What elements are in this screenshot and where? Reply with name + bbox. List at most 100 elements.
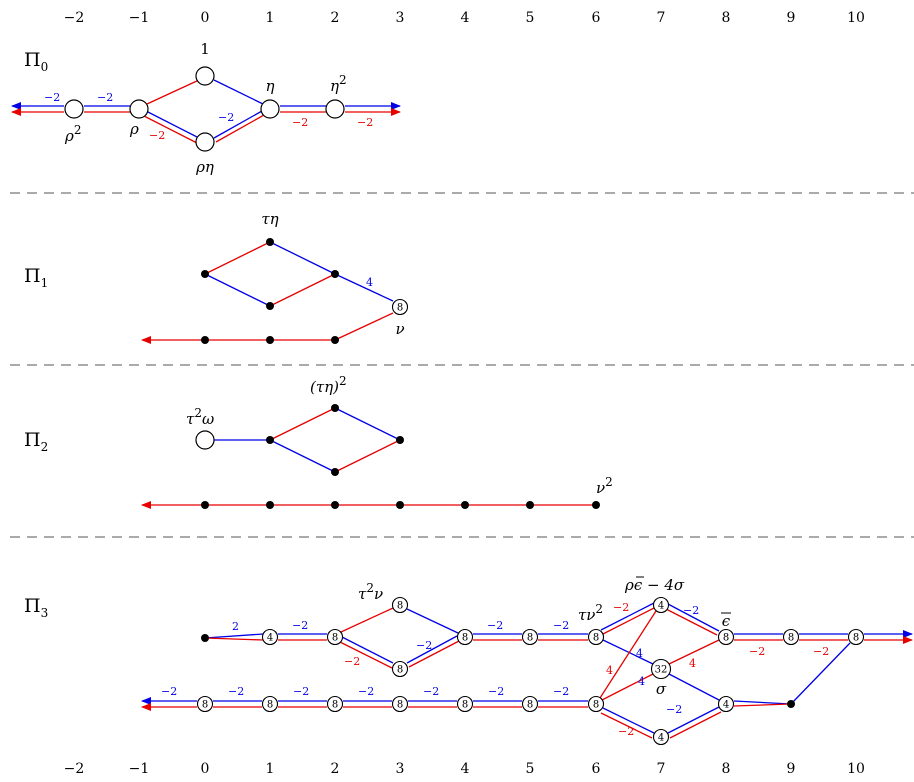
pi2-edge [334, 407, 401, 441]
node-rhoeta [195, 132, 215, 152]
dot-node [526, 501, 534, 509]
node-eight [456, 628, 474, 646]
dot-node [331, 468, 339, 476]
pi0-nodes [64, 66, 345, 152]
pi0-labels: 1 η η2 ρ2 ρ ρη [64, 40, 347, 176]
node-rhoeps [652, 596, 670, 614]
gen-label-rhoeps: ρϵ − 4σ [624, 576, 685, 594]
node-number: 8 [853, 633, 859, 644]
pi3-edge [600, 712, 653, 739]
node-eight [261, 695, 279, 713]
pi3-edge [600, 602, 655, 631]
dot-node [201, 336, 209, 344]
edge-label: −2 [553, 685, 569, 698]
edge-label: −2 [618, 725, 634, 738]
pi3-edge [339, 641, 393, 669]
dot-node [461, 501, 469, 509]
pi1-numbered-nodes: 8 [391, 298, 409, 316]
pi3-edge [601, 673, 654, 701]
node-number: 4 [267, 633, 273, 644]
edge-label: 2 [232, 620, 239, 633]
edge-label: −2 [292, 619, 308, 632]
pi3-edge [341, 636, 394, 664]
edge-label: −2 [228, 685, 244, 698]
bottom-tick-label: 9 [787, 761, 796, 777]
edge-label: −2 [149, 129, 165, 142]
dot-node [396, 436, 404, 444]
pi0-graph [11, 79, 401, 144]
node-nu [391, 298, 409, 316]
edge-label: −2 [683, 604, 699, 617]
edge-label: 4 [636, 647, 643, 660]
edge-label: 4 [638, 675, 645, 688]
node-eight [587, 695, 605, 713]
pi2-edge [269, 439, 336, 473]
node-eta2 [325, 99, 345, 119]
gen-label-eta: η [266, 77, 275, 95]
dot-node [266, 336, 274, 344]
pi1-edge [269, 241, 336, 275]
node-tau2nu [391, 596, 409, 614]
node-number: 8 [397, 303, 403, 314]
top-tick-label: 2 [331, 10, 340, 26]
pi3-edge [790, 642, 851, 705]
pi1-edge [334, 312, 394, 341]
gen-label-rho2: ρ2 [64, 123, 81, 145]
pi2-nodes [201, 404, 600, 509]
top-tick-label: 9 [787, 10, 796, 26]
dot-node [331, 270, 339, 278]
pi3-graph [141, 602, 913, 739]
pi3-edge [733, 700, 792, 705]
gen-label-nu: ν [395, 320, 404, 338]
node-four [652, 728, 670, 746]
dot-node [266, 501, 274, 509]
gen-label-taueta2: (τη)2 [310, 374, 347, 396]
bottom-tick-label: 3 [396, 761, 405, 777]
node-sigma [650, 658, 672, 680]
section-title-pi0: Π0 [24, 49, 48, 74]
pi3-edge [665, 608, 718, 636]
pi0-edge [146, 79, 200, 105]
node-eta [260, 99, 280, 119]
edge-label: −2 [749, 645, 765, 658]
pi3-edge [667, 706, 720, 734]
top-tick-label: 1 [266, 10, 275, 26]
edge-label: −2 [344, 655, 360, 668]
gen-label-tau2nu: τ2ν [358, 581, 383, 603]
node-number: 4 [658, 733, 664, 744]
gen-label-eta2: η2 [330, 73, 347, 95]
pi3-edge [599, 610, 657, 699]
edge-label: −2 [218, 111, 234, 124]
node-number: 4 [723, 700, 729, 711]
node-epsbar [717, 628, 735, 646]
pi3-edge-labels: 2 −2 −2 −2 −2 −2 −2 −2 4 4 4 4 −2 −2 −2 … [161, 601, 829, 738]
node-number: 4 [658, 601, 664, 612]
bottom-tick-label: 2 [331, 761, 340, 777]
top-axis: −2 −1 0 1 2 3 4 5 6 7 8 9 10 [64, 10, 865, 26]
pi1-nodes [201, 238, 339, 344]
edge-label: −2 [553, 619, 569, 632]
dot-node [266, 238, 274, 246]
pi3-edge [669, 711, 722, 739]
dot-node [331, 501, 339, 509]
edge-label: −2 [416, 639, 432, 652]
node-four [717, 695, 735, 713]
pi2-edge [269, 407, 336, 441]
section-title-pi3: Π3 [24, 595, 48, 620]
top-tick-label: 8 [722, 10, 731, 26]
pi1-graph [141, 241, 394, 344]
bottom-tick-label: 0 [201, 761, 210, 777]
node-number: 8 [397, 601, 403, 612]
gen-label-one: 1 [200, 40, 210, 58]
dot-node [201, 270, 209, 278]
edge-label: −2 [293, 685, 309, 698]
pi3-numbered-nodes: 4 8 8 8 8 8 8 4 32 8 8 8 8 8 8 8 8 [196, 596, 865, 746]
bottom-tick-label: 7 [657, 761, 666, 777]
top-tick-label: 0 [201, 10, 210, 26]
gen-label-epsbar: ϵ [722, 612, 731, 630]
bottom-tick-label: 5 [526, 761, 535, 777]
pi0-edge [143, 115, 198, 144]
node-four [261, 628, 279, 646]
node-eight [196, 695, 214, 713]
